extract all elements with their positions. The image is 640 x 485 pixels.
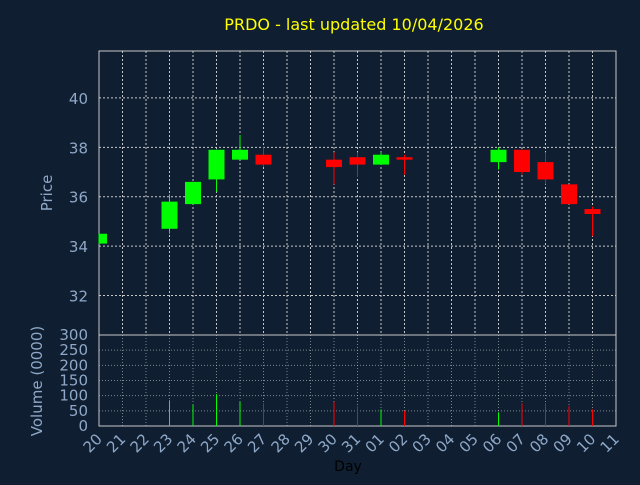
day-tick-label: 21 — [103, 430, 129, 456]
candle-body — [514, 149, 530, 173]
price-tick-label: 32 — [69, 287, 88, 305]
day-tick-label: 08 — [526, 430, 552, 456]
candle-body — [99, 233, 107, 244]
day-tick-label: 27 — [244, 430, 270, 456]
candle — [561, 184, 577, 205]
price-tick-label: 36 — [69, 189, 88, 207]
candle — [584, 206, 601, 237]
price-tick-label: 34 — [69, 238, 88, 256]
candle-body — [396, 157, 413, 160]
day-tick-label: 07 — [503, 430, 529, 456]
day-tick-label: 29 — [291, 430, 317, 456]
candle — [232, 134, 248, 160]
volume-tick-label: 300 — [59, 326, 88, 344]
candle — [255, 147, 272, 168]
day-tick-label: 03 — [409, 430, 435, 456]
candlestick-series — [98, 134, 601, 244]
day-tick-label: 24 — [174, 430, 200, 456]
volume-tick-label: 50 — [69, 402, 88, 420]
volume-tick-label: 150 — [59, 372, 88, 390]
candle — [490, 147, 507, 170]
day-tick-label: 04 — [432, 430, 458, 456]
volume-tick-label: 250 — [59, 341, 88, 359]
candle-body — [161, 201, 178, 229]
day-tick-label: 28 — [268, 430, 294, 456]
day-axis-label: Day — [334, 459, 362, 475]
candle-body — [584, 209, 601, 214]
candle-body — [326, 159, 342, 168]
day-tick-label: 23 — [150, 430, 176, 456]
candle — [537, 152, 554, 185]
price-tick-label: 40 — [69, 90, 88, 108]
candle — [208, 149, 225, 192]
candle-body — [490, 149, 507, 163]
price-axis-ticks: 32 34 36 38 40 — [69, 90, 88, 306]
day-tick-label: 10 — [573, 430, 599, 456]
day-tick-label: 05 — [456, 430, 482, 456]
volume-axis-label: Volume (0000) — [28, 326, 46, 436]
volume-tick-label: 200 — [59, 356, 88, 374]
day-tick-label: 01 — [362, 430, 388, 456]
day-tick-label: 31 — [338, 430, 364, 456]
candle-body — [208, 149, 225, 180]
volume-tick-label: 100 — [59, 387, 88, 405]
candle-body — [561, 184, 577, 205]
day-tick-label: 09 — [550, 430, 576, 456]
candle-body — [349, 157, 366, 165]
day-tick-label: 06 — [479, 430, 505, 456]
candle-body — [537, 162, 554, 180]
candle-body — [255, 154, 272, 165]
candle — [185, 181, 201, 205]
candle — [349, 152, 366, 177]
price-axis-label: Price — [38, 175, 56, 212]
candle-body — [185, 181, 201, 205]
day-tick-label: 26 — [221, 430, 247, 456]
candle — [373, 152, 389, 165]
candle — [326, 152, 342, 185]
day-tick-label: 02 — [385, 430, 411, 456]
day-tick-label: 11 — [597, 430, 623, 456]
day-tick-label: 25 — [197, 430, 223, 456]
day-tick-label: 30 — [315, 430, 341, 456]
candle — [396, 154, 413, 175]
chart-title: PRDO - last updated 10/04/2026 — [224, 15, 483, 34]
price-grid — [99, 51, 616, 335]
candle — [98, 233, 107, 244]
candle — [514, 149, 530, 175]
candle-body — [232, 149, 248, 160]
day-axis-ticks: 2021222324252627282930310102030405060708… — [80, 430, 623, 456]
volume-series — [169, 394, 593, 426]
volume-tick-label: 0 — [78, 417, 88, 435]
day-tick-label: 22 — [127, 430, 153, 456]
price-tick-label: 38 — [69, 139, 88, 157]
candle-body — [373, 154, 389, 165]
candle — [161, 194, 178, 234]
